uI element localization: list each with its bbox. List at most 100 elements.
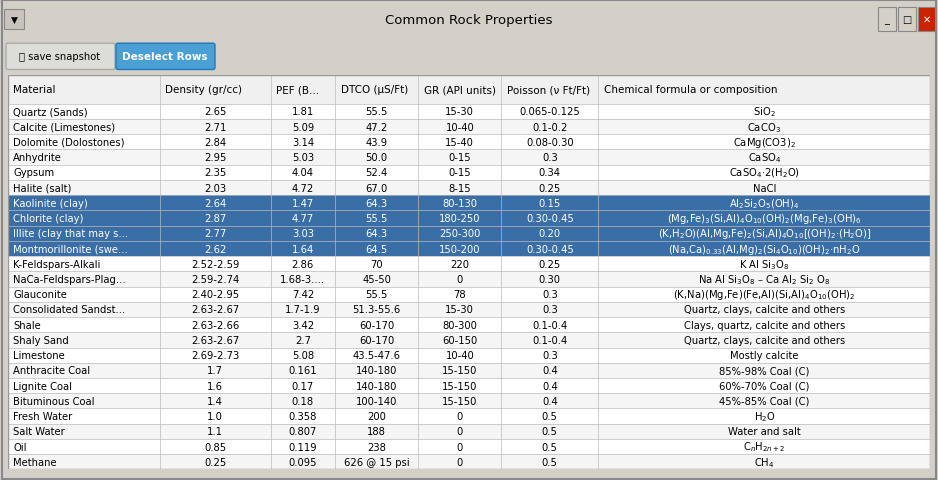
Text: Al$_2$Si$_2$O$_5$(OH)$_4$: Al$_2$Si$_2$O$_5$(OH)$_4$ [729,197,799,210]
Text: Poisson (ν Ft/Ft): Poisson (ν Ft/Ft) [507,85,590,95]
Text: 60-170: 60-170 [359,335,394,345]
Text: 0.30-0.45: 0.30-0.45 [526,214,574,224]
Text: 0.17: 0.17 [292,381,314,391]
Text: 60-170: 60-170 [359,320,394,330]
Text: 64.3: 64.3 [366,229,387,239]
Bar [8,272,930,287]
Bar [8,408,930,424]
Bar [8,317,930,333]
Text: 2.03: 2.03 [204,183,226,193]
Bar [8,454,930,469]
Text: 55.5: 55.5 [366,107,388,117]
Text: 2.63-2.67: 2.63-2.67 [191,305,239,315]
Text: Consolidated Sandst...: Consolidated Sandst... [13,305,126,315]
Text: 0.5: 0.5 [542,442,558,452]
Text: 0.85: 0.85 [204,442,226,452]
Text: 2.64: 2.64 [204,198,226,208]
Text: Anthracite Coal: Anthracite Coal [13,366,90,376]
Text: Kaolinite (clay): Kaolinite (clay) [13,198,88,208]
Text: 5.03: 5.03 [292,153,314,163]
Text: 📷 save snapshot: 📷 save snapshot [20,52,100,62]
Text: (K,Na)(Mg,Fe)(Fe,Al)(Si,Al)$_4$O$_{10}$(OH)$_2$: (K,Na)(Mg,Fe)(Fe,Al)(Si,Al)$_4$O$_{10}$(… [673,288,855,301]
Text: 2.63-2.66: 2.63-2.66 [191,320,239,330]
Text: 45-50: 45-50 [362,275,391,284]
Text: 0.5: 0.5 [542,426,558,436]
Bar [8,211,930,226]
Text: 1.7: 1.7 [207,366,223,376]
Text: 238: 238 [368,442,386,452]
Text: 2.84: 2.84 [204,138,226,147]
Text: NaCa-Feldspars-Plag...: NaCa-Feldspars-Plag... [13,275,126,284]
Text: Methane: Methane [13,457,56,467]
Text: 0.25: 0.25 [538,259,561,269]
Text: 1.47: 1.47 [292,198,314,208]
Text: 150-200: 150-200 [439,244,480,254]
Text: 0.065-0.125: 0.065-0.125 [520,107,580,117]
Text: Bituminous Coal: Bituminous Coal [13,396,95,406]
Text: 180-250: 180-250 [439,214,480,224]
Text: 2.65: 2.65 [204,107,226,117]
Text: 200: 200 [368,411,386,421]
Text: Oil: Oil [13,442,26,452]
Bar [8,257,930,272]
Text: 2.86: 2.86 [292,259,314,269]
Text: 140-180: 140-180 [356,366,398,376]
Text: 60%-70% Coal (C): 60%-70% Coal (C) [719,381,809,391]
Text: (Mg,Fe)$_3$(Si,Al)$_4$O$_{10}$(OH)$_2$(Mg,Fe)$_3$(OH)$_6$: (Mg,Fe)$_3$(Si,Al)$_4$O$_{10}$(OH)$_2$(M… [667,212,862,226]
Text: 0.1-0.4: 0.1-0.4 [532,335,567,345]
Text: (Na,Ca)$_{0.33}$(Al,Mg)$_2$(Si$_4$O$_{10}$)(OH)$_2$·nH$_2$O: (Na,Ca)$_{0.33}$(Al,Mg)$_2$(Si$_4$O$_{10… [668,242,860,256]
Bar [8,439,930,454]
Text: Shale: Shale [13,320,40,330]
Text: CH$_4$: CH$_4$ [754,455,775,469]
Text: 2.95: 2.95 [204,153,226,163]
Text: 8-15: 8-15 [448,183,471,193]
Bar [8,180,930,196]
Text: 2.35: 2.35 [204,168,226,178]
Bar [8,333,930,348]
Text: Water and salt: Water and salt [728,426,801,436]
Text: _: _ [885,15,889,25]
Text: 1.81: 1.81 [292,107,314,117]
Text: H$_2$O: H$_2$O [753,409,775,423]
Text: 10-40: 10-40 [446,350,474,360]
Bar [8,363,930,378]
Text: 1.4: 1.4 [207,396,223,406]
Text: (K,H$_2$O)(Al,Mg,Fe)$_2$(Si,Al)$_4$O$_{10}$[(OH)$_2$·(H$_2$O)]: (K,H$_2$O)(Al,Mg,Fe)$_2$(Si,Al)$_4$O$_{1… [658,227,871,241]
Text: 2.87: 2.87 [204,214,226,224]
Text: Shaly Sand: Shaly Sand [13,335,68,345]
Bar [8,241,930,257]
Text: K-Feldspars-Alkali: K-Feldspars-Alkali [13,259,100,269]
Text: 0: 0 [457,275,462,284]
Text: CaCO$_3$: CaCO$_3$ [748,120,781,134]
Text: Deselect Rows: Deselect Rows [122,52,208,62]
Text: 1.0: 1.0 [207,411,223,421]
Text: Material: Material [13,85,55,95]
Text: 220: 220 [450,259,469,269]
Text: 0-15: 0-15 [448,153,471,163]
Text: Glauconite: Glauconite [13,289,67,300]
Text: 0.4: 0.4 [542,381,557,391]
Text: 15-150: 15-150 [442,366,477,376]
Text: 2.40-2.95: 2.40-2.95 [191,289,239,300]
Text: 50.0: 50.0 [366,153,387,163]
Text: 1.64: 1.64 [292,244,314,254]
Text: 0.5: 0.5 [542,411,558,421]
FancyBboxPatch shape [6,44,115,71]
Text: 0.20: 0.20 [538,229,561,239]
Bar [8,150,930,166]
Text: 2.77: 2.77 [204,229,226,239]
Bar [8,348,930,363]
Text: 15-30: 15-30 [446,107,475,117]
Text: 52.4: 52.4 [366,168,387,178]
Text: Common Rock Properties: Common Rock Properties [386,13,552,26]
Text: 55.5: 55.5 [366,289,388,300]
Text: 43.5-47.6: 43.5-47.6 [353,350,401,360]
Bar [8,424,930,439]
Text: 15-150: 15-150 [442,381,477,391]
Text: Limestone: Limestone [13,350,65,360]
Text: 0.358: 0.358 [289,411,317,421]
Bar [8,226,930,241]
Text: 80-130: 80-130 [443,198,477,208]
Text: 0.1-0.4: 0.1-0.4 [532,320,567,330]
Text: 0.25: 0.25 [538,183,561,193]
